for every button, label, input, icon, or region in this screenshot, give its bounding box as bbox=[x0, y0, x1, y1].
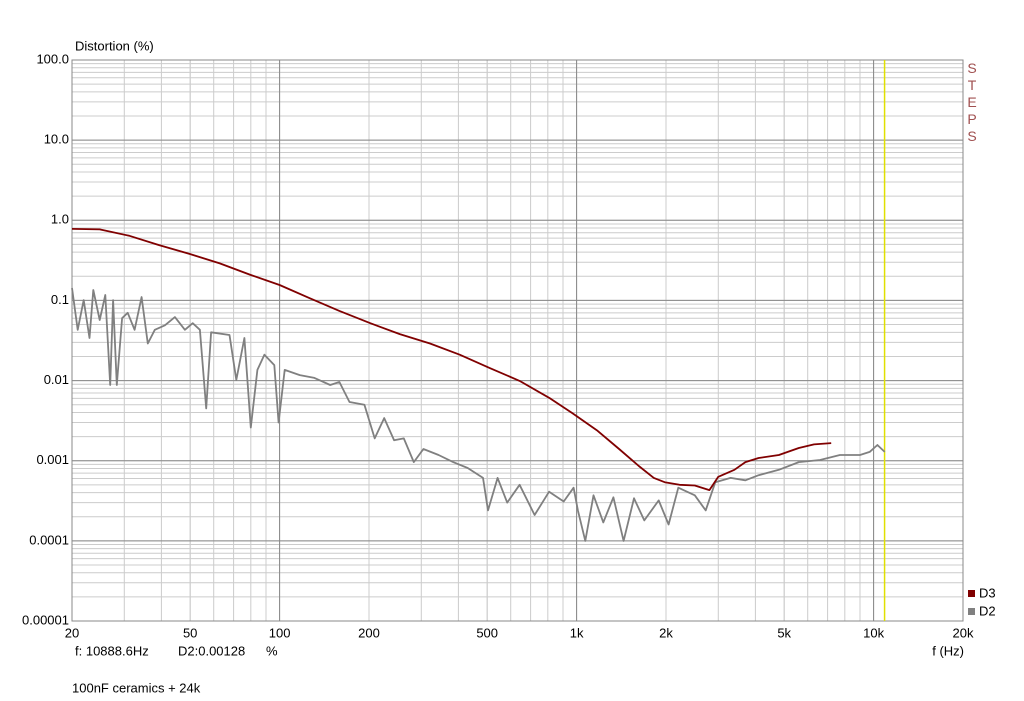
series-line bbox=[71, 228, 832, 491]
x-tick-label: 20k bbox=[953, 625, 974, 640]
x-tick-label: 10k bbox=[863, 625, 884, 640]
y-tick-label: 0.1 bbox=[51, 292, 69, 307]
y-tick-label: 0.01 bbox=[44, 372, 69, 387]
cursor-readout: D2:0.00128 bbox=[178, 643, 245, 658]
x-axis-label: f (Hz) bbox=[932, 643, 964, 658]
y-tick-label: 1.0 bbox=[51, 212, 69, 227]
y-axis-label: Distortion (%) bbox=[75, 38, 154, 53]
cursor-frequency: f: 10888.6Hz bbox=[75, 643, 149, 658]
x-tick-label: 5k bbox=[777, 625, 791, 640]
x-tick-label: 1k bbox=[570, 625, 584, 640]
legend-swatch bbox=[968, 590, 975, 597]
y-tick-label: 0.001 bbox=[36, 452, 69, 467]
x-tick-label: 100 bbox=[269, 625, 291, 640]
x-tick-label: 20 bbox=[65, 625, 79, 640]
side-label: STEPS bbox=[964, 60, 980, 145]
series-line bbox=[71, 287, 886, 542]
note: 100nF ceramics + 24k bbox=[72, 680, 201, 695]
x-tick-label: 2k bbox=[659, 625, 673, 640]
y-tick-label: 0.00001 bbox=[22, 612, 69, 627]
x-tick-label: 50 bbox=[183, 625, 197, 640]
cursor-unit: % bbox=[266, 643, 278, 658]
grid bbox=[71, 59, 964, 622]
plot-frame bbox=[71, 59, 964, 622]
legend-label: D2 bbox=[979, 603, 996, 618]
x-tick-label: 500 bbox=[476, 625, 498, 640]
y-tick-label: 0.0001 bbox=[29, 532, 69, 547]
y-tick-label: 100.0 bbox=[36, 51, 69, 66]
legend-swatch bbox=[968, 608, 975, 615]
x-tick-label: 200 bbox=[358, 625, 380, 640]
legend-label: D3 bbox=[979, 585, 996, 600]
y-tick-label: 10.0 bbox=[44, 132, 69, 147]
